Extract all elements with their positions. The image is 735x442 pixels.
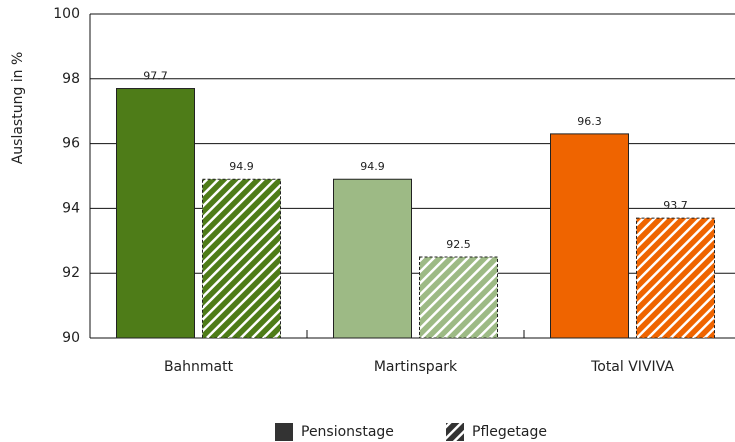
y-axis-label: Auslastung in % [10,52,26,165]
y-tick-label: 100 [53,6,80,22]
y-tick-label: 92 [62,265,80,281]
value-label: 96.3 [577,115,602,128]
x-tick-label: Total VIVIVA [590,359,674,375]
value-label: 94.9 [229,160,254,173]
bar [550,133,629,339]
y-tick-label: 98 [62,71,80,87]
legend-swatch [446,423,464,441]
bar [116,88,195,339]
bar [202,178,281,339]
x-tick-label: Bahnmatt [164,359,234,375]
y-tick-label: 90 [62,330,80,346]
value-label: 94.9 [360,160,385,173]
legend-label: Pensionstage [301,424,394,440]
legend-swatch [275,423,293,441]
y-tick-label: 96 [62,136,80,152]
bar [636,217,715,339]
value-label: 92.5 [446,238,471,251]
value-label: 93.7 [663,199,688,212]
x-tick-label: Martinspark [374,359,458,375]
bar [333,178,412,339]
bar [419,256,498,339]
y-tick-label: 94 [62,200,80,216]
legend-label: Pflegetage [472,424,547,440]
value-label: 97.7 [143,70,168,83]
